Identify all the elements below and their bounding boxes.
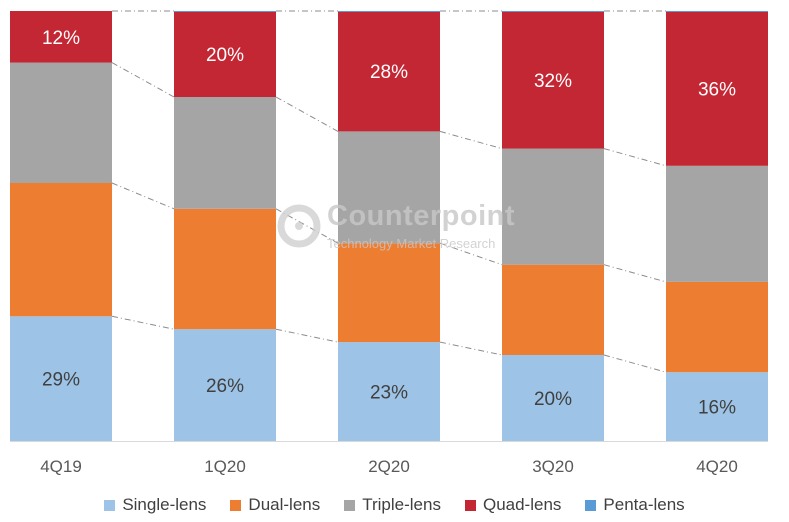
- bar-single-lens-1q20: [174, 329, 276, 441]
- legend-label: Triple-lens: [362, 495, 441, 514]
- legend-item: Triple-lens: [344, 495, 441, 515]
- legend-swatch: [230, 499, 242, 511]
- stacked-bar-plot: 29% 12% 4Q19 26% 20% 1Q20 23% 28% 2Q20 20% 32% 3Q20…: [10, 10, 768, 476]
- bar-single-lens-3q20: [502, 355, 604, 441]
- data-label: 29%: [42, 370, 80, 391]
- bar-dual-lens-2q20: [338, 243, 440, 343]
- legend-swatch: [344, 499, 356, 511]
- bar-quad-lens-2q20: [338, 11, 440, 132]
- legend-swatch: [585, 499, 597, 511]
- data-label: 32%: [534, 71, 572, 92]
- series-connector-line: [439, 242, 503, 266]
- bar-triple-lens-4q20: [666, 165, 768, 282]
- bar-single-lens-2q20: [338, 342, 440, 441]
- bar-quad-lens-4q20: [666, 11, 768, 166]
- legend-item: Penta-lens: [585, 495, 685, 515]
- series-connector-line: [603, 264, 667, 283]
- legend-item: Quad-lens: [464, 495, 562, 515]
- data-label: 12%: [42, 28, 80, 49]
- legend-swatch: [104, 499, 116, 511]
- legend-item: Single-lens: [104, 495, 206, 515]
- legend-label: Single-lens: [122, 495, 207, 514]
- data-label: 26%: [206, 376, 244, 397]
- series-connector-line: [111, 182, 175, 210]
- bar-penta-lens-2q20: [338, 11, 440, 12]
- x-tick-label: 1Q20: [204, 457, 246, 476]
- legend-swatch: [464, 499, 476, 511]
- legend-label: Penta-lens: [603, 495, 685, 514]
- data-label: 20%: [206, 45, 244, 66]
- series-connector-line: [275, 328, 339, 343]
- bar-triple-lens-1q20: [174, 97, 276, 209]
- series-connector-line: [111, 62, 175, 98]
- x-tick-label: 4Q20: [696, 457, 738, 476]
- bar-single-lens-4q19: [10, 316, 112, 441]
- bar-dual-lens-4q19: [10, 183, 112, 317]
- bar-dual-lens-4q20: [666, 281, 768, 373]
- series-connector-line: [603, 354, 667, 373]
- legend-item: Dual-lens: [230, 495, 320, 515]
- bar-dual-lens-3q20: [502, 264, 604, 355]
- data-label: 16%: [698, 398, 736, 419]
- bar-quad-lens-3q20: [502, 11, 604, 149]
- series-connector-line: [275, 208, 339, 244]
- x-tick-label: 2Q20: [368, 457, 410, 476]
- bar-triple-lens-2q20: [338, 131, 440, 244]
- bar-penta-lens-3q20: [502, 11, 604, 12]
- data-label: 23%: [370, 383, 408, 404]
- legend: Single-lens Dual-lens Triple-lens Quad-lens…: [0, 495, 789, 515]
- bar-quad-lens-4q19: [10, 11, 112, 63]
- data-label: 28%: [370, 62, 408, 83]
- bar-penta-lens-4q20: [666, 11, 768, 12]
- series-connector-line: [603, 148, 667, 167]
- bar-dual-lens-1q20: [174, 208, 276, 330]
- data-label: 36%: [698, 79, 736, 100]
- x-tick-label: 3Q20: [532, 457, 574, 476]
- legend-label: Dual-lens: [248, 495, 321, 514]
- series-connector-line: [275, 96, 339, 132]
- series-connector-line: [439, 130, 503, 150]
- bar-single-lens-4q20: [666, 372, 768, 441]
- legend-label: Quad-lens: [482, 495, 562, 514]
- bar-triple-lens-3q20: [502, 148, 604, 265]
- series-connector-line: [439, 341, 503, 356]
- data-label: 20%: [534, 389, 572, 410]
- bar-quad-lens-1q20: [174, 11, 276, 97]
- x-tick-label: 4Q19: [40, 457, 82, 476]
- bar-triple-lens-4q19: [10, 62, 112, 183]
- series-connector-line: [111, 315, 175, 330]
- bar-penta-lens-1q20: [174, 11, 276, 12]
